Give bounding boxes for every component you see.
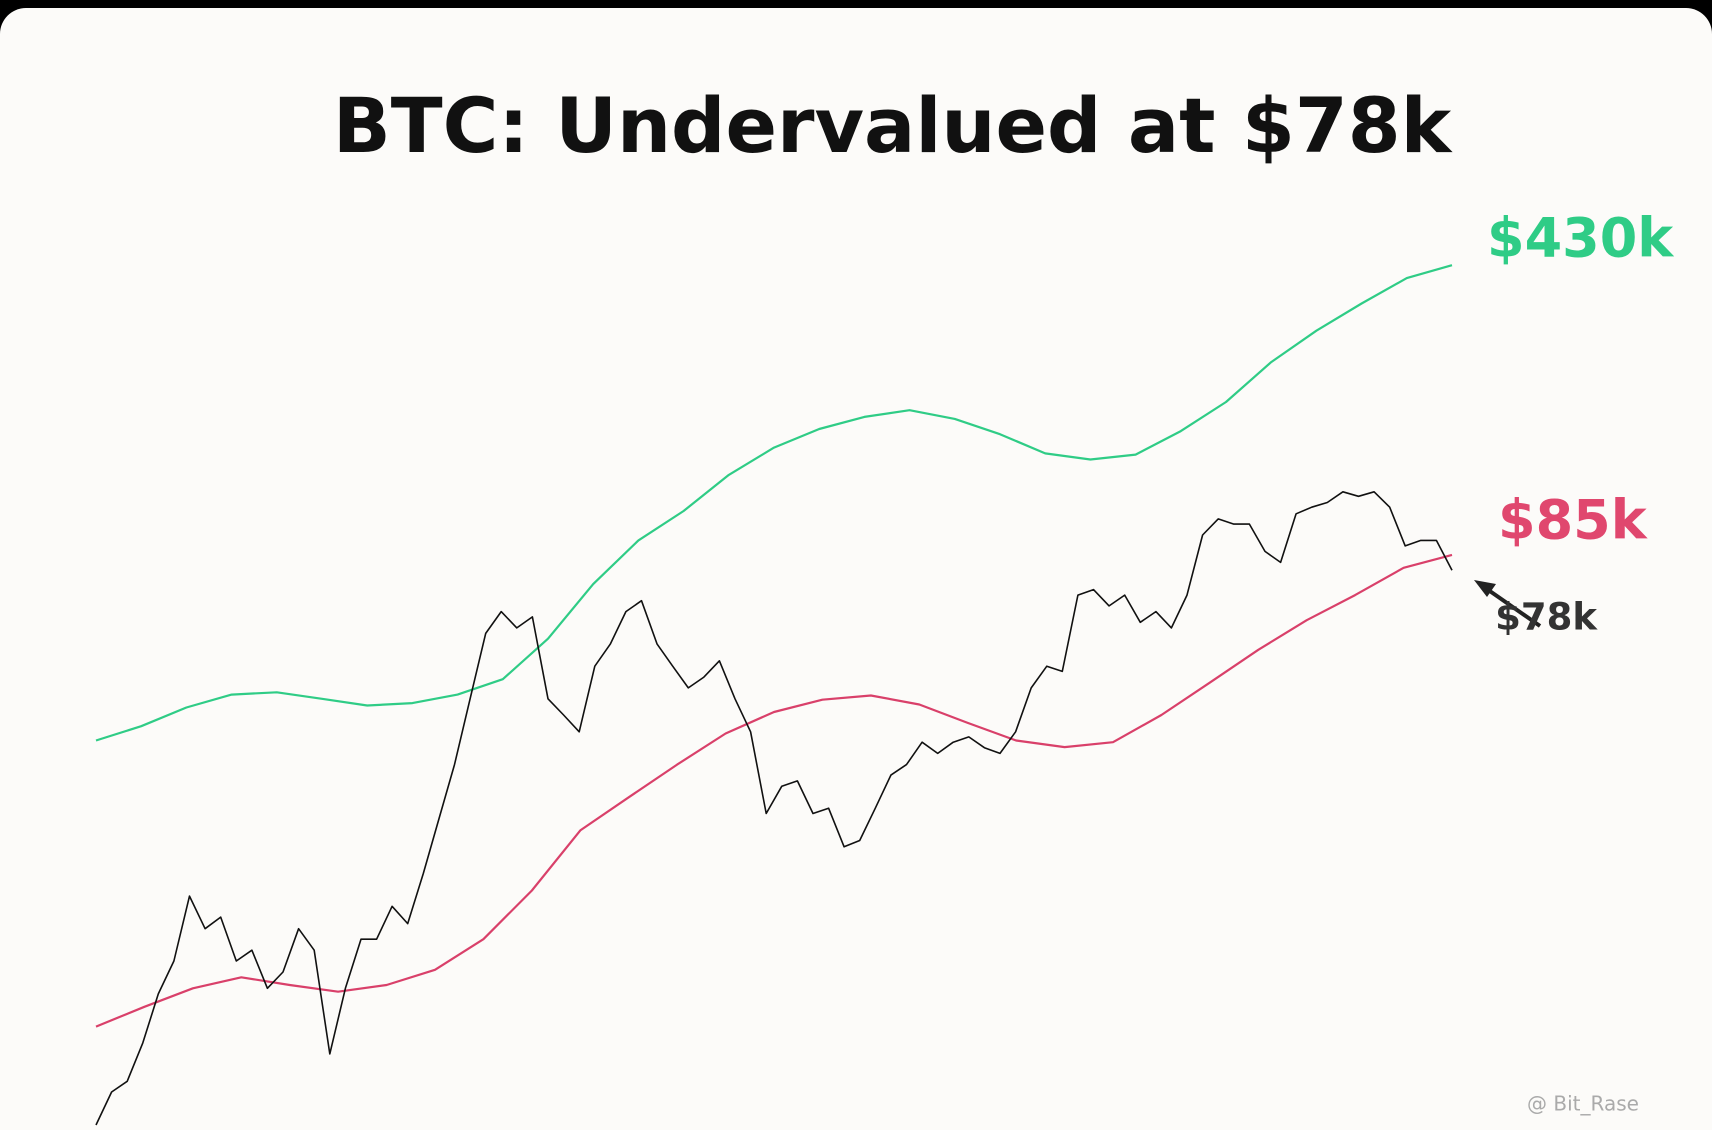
annotation: $85k: [1498, 489, 1648, 552]
line-series: [95, 264, 1453, 742]
annotation: $78k: [1495, 596, 1598, 639]
arrow: [1482, 585, 1542, 628]
arrow-head: [1474, 580, 1496, 597]
line-series: [95, 491, 1453, 1126]
annotation: $430k: [1487, 207, 1674, 270]
chart-title: BTC: Undervalued at $78k: [333, 81, 1453, 170]
card: [0, 8, 1712, 1130]
line-series: [95, 553, 1453, 1028]
watermark: @ Bit_Rase: [1527, 1092, 1639, 1116]
